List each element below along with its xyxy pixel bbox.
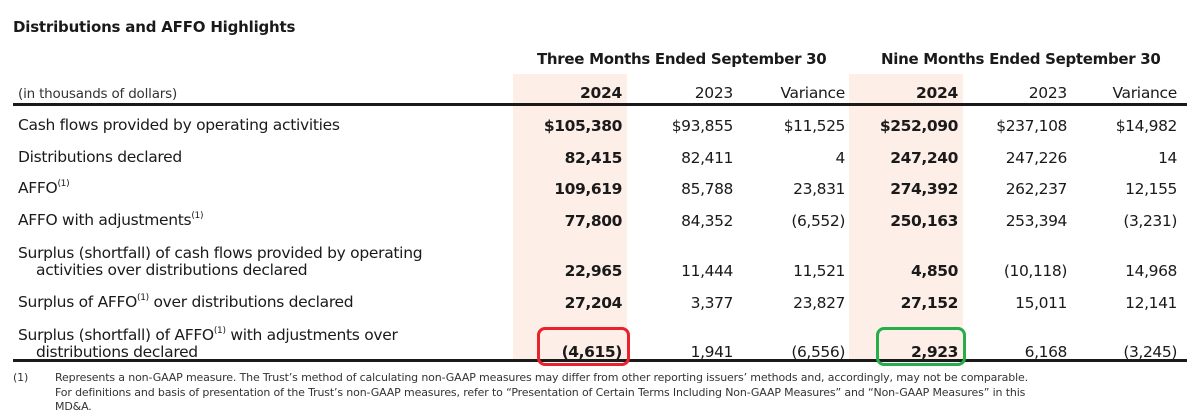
cell-nine-months-variance: 14 [1158,149,1177,167]
cell-nine-months-variance: 12,155 [1125,180,1177,198]
cell-three-months-2023: 1,941 [690,343,734,361]
row-label-line1: Surplus (shortfall) of cash flows provid… [18,244,423,262]
footnote-line-1: Represents a non-GAAP measure. The Trust… [55,371,1028,384]
cell-nine-months-2023: 247,226 [1005,149,1068,167]
highlight-column-three-months-2024 [513,74,627,360]
cell-three-months-2023: 11,444 [681,262,733,280]
cell-three-months-variance: 11,521 [793,262,845,280]
column-header-nine-months-2024: 2024 [916,84,958,102]
column-header-three-months-2023: 2023 [694,84,734,102]
cell-nine-months-variance: $14,982 [1115,117,1178,135]
row-label-affo-with-adjustments: AFFO with adjustments(1) [18,212,203,229]
cell-nine-months-variance: (3,245) [1123,343,1177,361]
cell-three-months-2024: (4,615) [561,343,623,361]
footnote-ref: (1) [137,293,149,303]
cell-three-months-2023: 85,788 [681,180,733,198]
row-label-text: AFFO with adjustments [18,211,192,229]
row-label-text: Surplus of AFFO [18,293,138,311]
cell-nine-months-variance: 12,141 [1125,294,1177,312]
annotation-box-red [537,327,630,366]
cell-nine-months-2024: 2,923 [910,343,958,361]
cell-nine-months-variance: (3,231) [1123,212,1177,230]
column-header-three-months-2024: 2024 [580,84,622,102]
column-group-three-months: Three Months Ended September 30 [537,50,827,68]
cell-nine-months-variance: 14,968 [1125,262,1177,280]
row-label-surplus-affo: Surplus of AFFO(1) over distributions de… [18,293,354,311]
bottom-rule [13,359,1187,362]
cell-nine-months-2024: $252,090 [879,117,959,135]
cell-three-months-2023: 84,352 [681,212,733,230]
cell-three-months-2024: 82,415 [564,149,623,167]
cell-nine-months-2024: 250,163 [890,212,958,230]
footnote-ref: (1) [57,179,70,189]
cell-three-months-variance: 23,831 [793,180,845,198]
cell-three-months-variance: (6,556) [791,343,845,361]
cell-nine-months-2024: 247,240 [890,149,958,167]
footnote-line-2: For definitions and basis of presentatio… [55,386,1026,399]
cell-three-months-variance: 23,827 [793,294,845,312]
row-label-surplus-cash-flows: Surplus (shortfall) of cash flows provid… [18,244,423,279]
column-header-nine-months-2023: 2023 [1028,84,1068,102]
row-label-text-cont: over distributions declared [148,293,354,311]
cell-three-months-variance: (6,552) [791,212,845,230]
cell-nine-months-2024: 27,152 [900,294,959,312]
cell-nine-months-2023: 253,394 [1005,212,1068,230]
footnote-line-3: MD&A. [55,400,92,413]
row-label-distributions-declared: Distributions declared [18,149,182,166]
cell-nine-months-2023: (10,118) [1003,262,1068,280]
row-label-line1: Surplus (shortfall) of AFFO(1) with adju… [18,327,398,344]
cell-three-months-2024: $105,380 [543,117,623,135]
annotation-box-green [876,327,966,366]
cell-nine-months-2023: 15,011 [1015,294,1067,312]
row-label-cash-flows: Cash flows provided by operating activit… [18,117,340,134]
highlight-column-nine-months-2024 [849,74,963,360]
cell-three-months-2024: 22,965 [564,262,623,280]
section-title: Distributions and AFFO Highlights [13,18,296,36]
cell-three-months-2023: 3,377 [690,294,734,312]
cell-three-months-2024: 27,204 [564,294,623,312]
row-label-text: Cash flows provided by operating activit… [18,116,340,134]
cell-three-months-2023: 82,411 [681,149,733,167]
row-label-line2: distributions declared [36,343,198,361]
footnote-ref: (1) [191,211,204,221]
cell-nine-months-2024: 4,850 [910,262,958,280]
row-label-text-cont: with adjustments over [225,326,398,344]
cell-three-months-2024: 77,800 [564,212,623,230]
units-label: (in thousands of dollars) [18,86,178,102]
row-label-text: Surplus (shortfall) of AFFO [18,326,214,344]
footnote-ref: (1) [213,326,226,336]
column-group-nine-months: Nine Months Ended September 30 [881,50,1161,68]
cell-nine-months-2023: 6,168 [1024,343,1068,361]
row-label-text: AFFO [18,179,58,197]
cell-nine-months-2023: 262,237 [1005,180,1068,198]
row-label-text: Distributions declared [18,148,182,166]
header-rule [13,103,1187,106]
cell-three-months-2024: 109,619 [554,180,622,198]
cell-nine-months-2023: $237,108 [996,117,1067,135]
row-label-affo: AFFO(1) [18,179,70,197]
cell-three-months-variance: $11,525 [783,117,846,135]
cell-three-months-2023: $93,855 [671,117,734,135]
column-header-nine-months-variance: Variance [1112,84,1177,102]
footnote-marker: (1) [13,371,29,384]
cell-three-months-variance: 4 [835,149,846,167]
column-header-three-months-variance: Variance [780,84,845,102]
cell-nine-months-2024: 274,392 [890,180,958,198]
row-label-line2: activities over distributions declared [36,261,308,279]
row-label-surplus-affo-adjustments: Surplus (shortfall) of AFFO(1) with adju… [18,327,398,361]
